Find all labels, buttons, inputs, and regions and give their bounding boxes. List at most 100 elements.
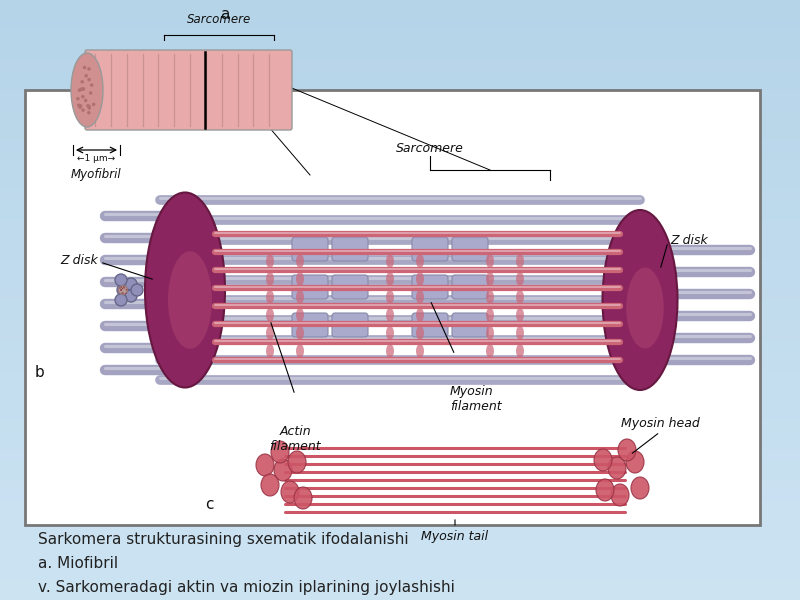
FancyBboxPatch shape [412, 275, 448, 299]
Ellipse shape [266, 326, 274, 340]
Ellipse shape [516, 254, 524, 268]
Bar [0, 459, 800, 470]
Ellipse shape [516, 272, 524, 286]
Bar [0, 139, 800, 150]
Bar [0, 579, 800, 590]
Ellipse shape [516, 290, 524, 304]
FancyBboxPatch shape [412, 237, 448, 261]
Ellipse shape [121, 286, 122, 288]
Bar [0, 199, 800, 210]
Ellipse shape [516, 344, 524, 358]
Ellipse shape [416, 308, 424, 322]
Ellipse shape [486, 344, 494, 358]
Bar [0, 149, 800, 160]
Ellipse shape [71, 53, 103, 127]
Ellipse shape [120, 290, 122, 291]
Ellipse shape [81, 80, 84, 83]
Bar [0, 189, 800, 200]
Ellipse shape [296, 308, 304, 322]
Ellipse shape [386, 308, 394, 322]
Ellipse shape [266, 344, 274, 358]
Text: a. Miofibril: a. Miofibril [38, 556, 118, 571]
Ellipse shape [486, 308, 494, 322]
Ellipse shape [266, 308, 274, 322]
Ellipse shape [631, 477, 649, 499]
Bar [0, 79, 800, 90]
Ellipse shape [486, 326, 494, 340]
Bar [0, 469, 800, 480]
Bar [0, 89, 800, 100]
Bar [0, 299, 800, 310]
Bar [0, 569, 800, 580]
Ellipse shape [386, 344, 394, 358]
Ellipse shape [266, 290, 274, 304]
Ellipse shape [256, 454, 274, 476]
Ellipse shape [296, 344, 304, 358]
Ellipse shape [115, 274, 127, 286]
Ellipse shape [123, 286, 125, 287]
Bar [0, 589, 800, 600]
Ellipse shape [115, 294, 127, 306]
Bar [0, 399, 800, 410]
Ellipse shape [416, 290, 424, 304]
Ellipse shape [611, 484, 629, 506]
Text: Z disk: Z disk [670, 233, 708, 247]
Bar [0, 489, 800, 500]
Bar [0, 439, 800, 450]
Bar [0, 289, 800, 300]
Ellipse shape [87, 67, 90, 71]
Bar [0, 409, 800, 420]
Ellipse shape [84, 74, 88, 77]
Bar [0, 499, 800, 510]
Bar [0, 159, 800, 170]
Ellipse shape [288, 451, 306, 473]
Bar [0, 509, 800, 520]
Bar [0, 329, 800, 340]
FancyBboxPatch shape [292, 237, 328, 261]
Bar [0, 69, 800, 80]
Text: b: b [35, 365, 45, 380]
FancyBboxPatch shape [452, 313, 488, 337]
Ellipse shape [87, 106, 91, 110]
Bar [0, 119, 800, 130]
Bar [0, 49, 800, 60]
Bar [0, 479, 800, 490]
Ellipse shape [386, 272, 394, 286]
Ellipse shape [594, 449, 612, 471]
Ellipse shape [266, 254, 274, 268]
Bar [0, 169, 800, 180]
Ellipse shape [117, 284, 129, 296]
FancyBboxPatch shape [332, 275, 368, 299]
Ellipse shape [516, 308, 524, 322]
Bar [0, 179, 800, 190]
Bar [0, 259, 800, 270]
Ellipse shape [78, 106, 82, 109]
Ellipse shape [76, 97, 80, 100]
Bar [0, 529, 800, 540]
Bar [0, 249, 800, 260]
FancyBboxPatch shape [292, 275, 328, 299]
Ellipse shape [125, 278, 137, 290]
Ellipse shape [82, 66, 86, 69]
Ellipse shape [486, 272, 494, 286]
Ellipse shape [296, 254, 304, 268]
Ellipse shape [77, 103, 81, 107]
Ellipse shape [122, 292, 123, 294]
Ellipse shape [274, 459, 292, 481]
FancyBboxPatch shape [85, 50, 292, 130]
Ellipse shape [145, 193, 225, 388]
Text: a: a [220, 7, 229, 22]
Ellipse shape [121, 289, 122, 291]
Ellipse shape [84, 98, 87, 102]
Bar [0, 219, 800, 230]
Ellipse shape [416, 272, 424, 286]
Bar [0, 449, 800, 460]
Bar [0, 519, 800, 530]
Ellipse shape [602, 210, 678, 390]
Bar [0, 419, 800, 430]
Bar [0, 369, 800, 380]
Ellipse shape [416, 326, 424, 340]
Ellipse shape [82, 109, 85, 112]
Text: Actin
filament: Actin filament [269, 425, 321, 453]
Bar [0, 279, 800, 290]
